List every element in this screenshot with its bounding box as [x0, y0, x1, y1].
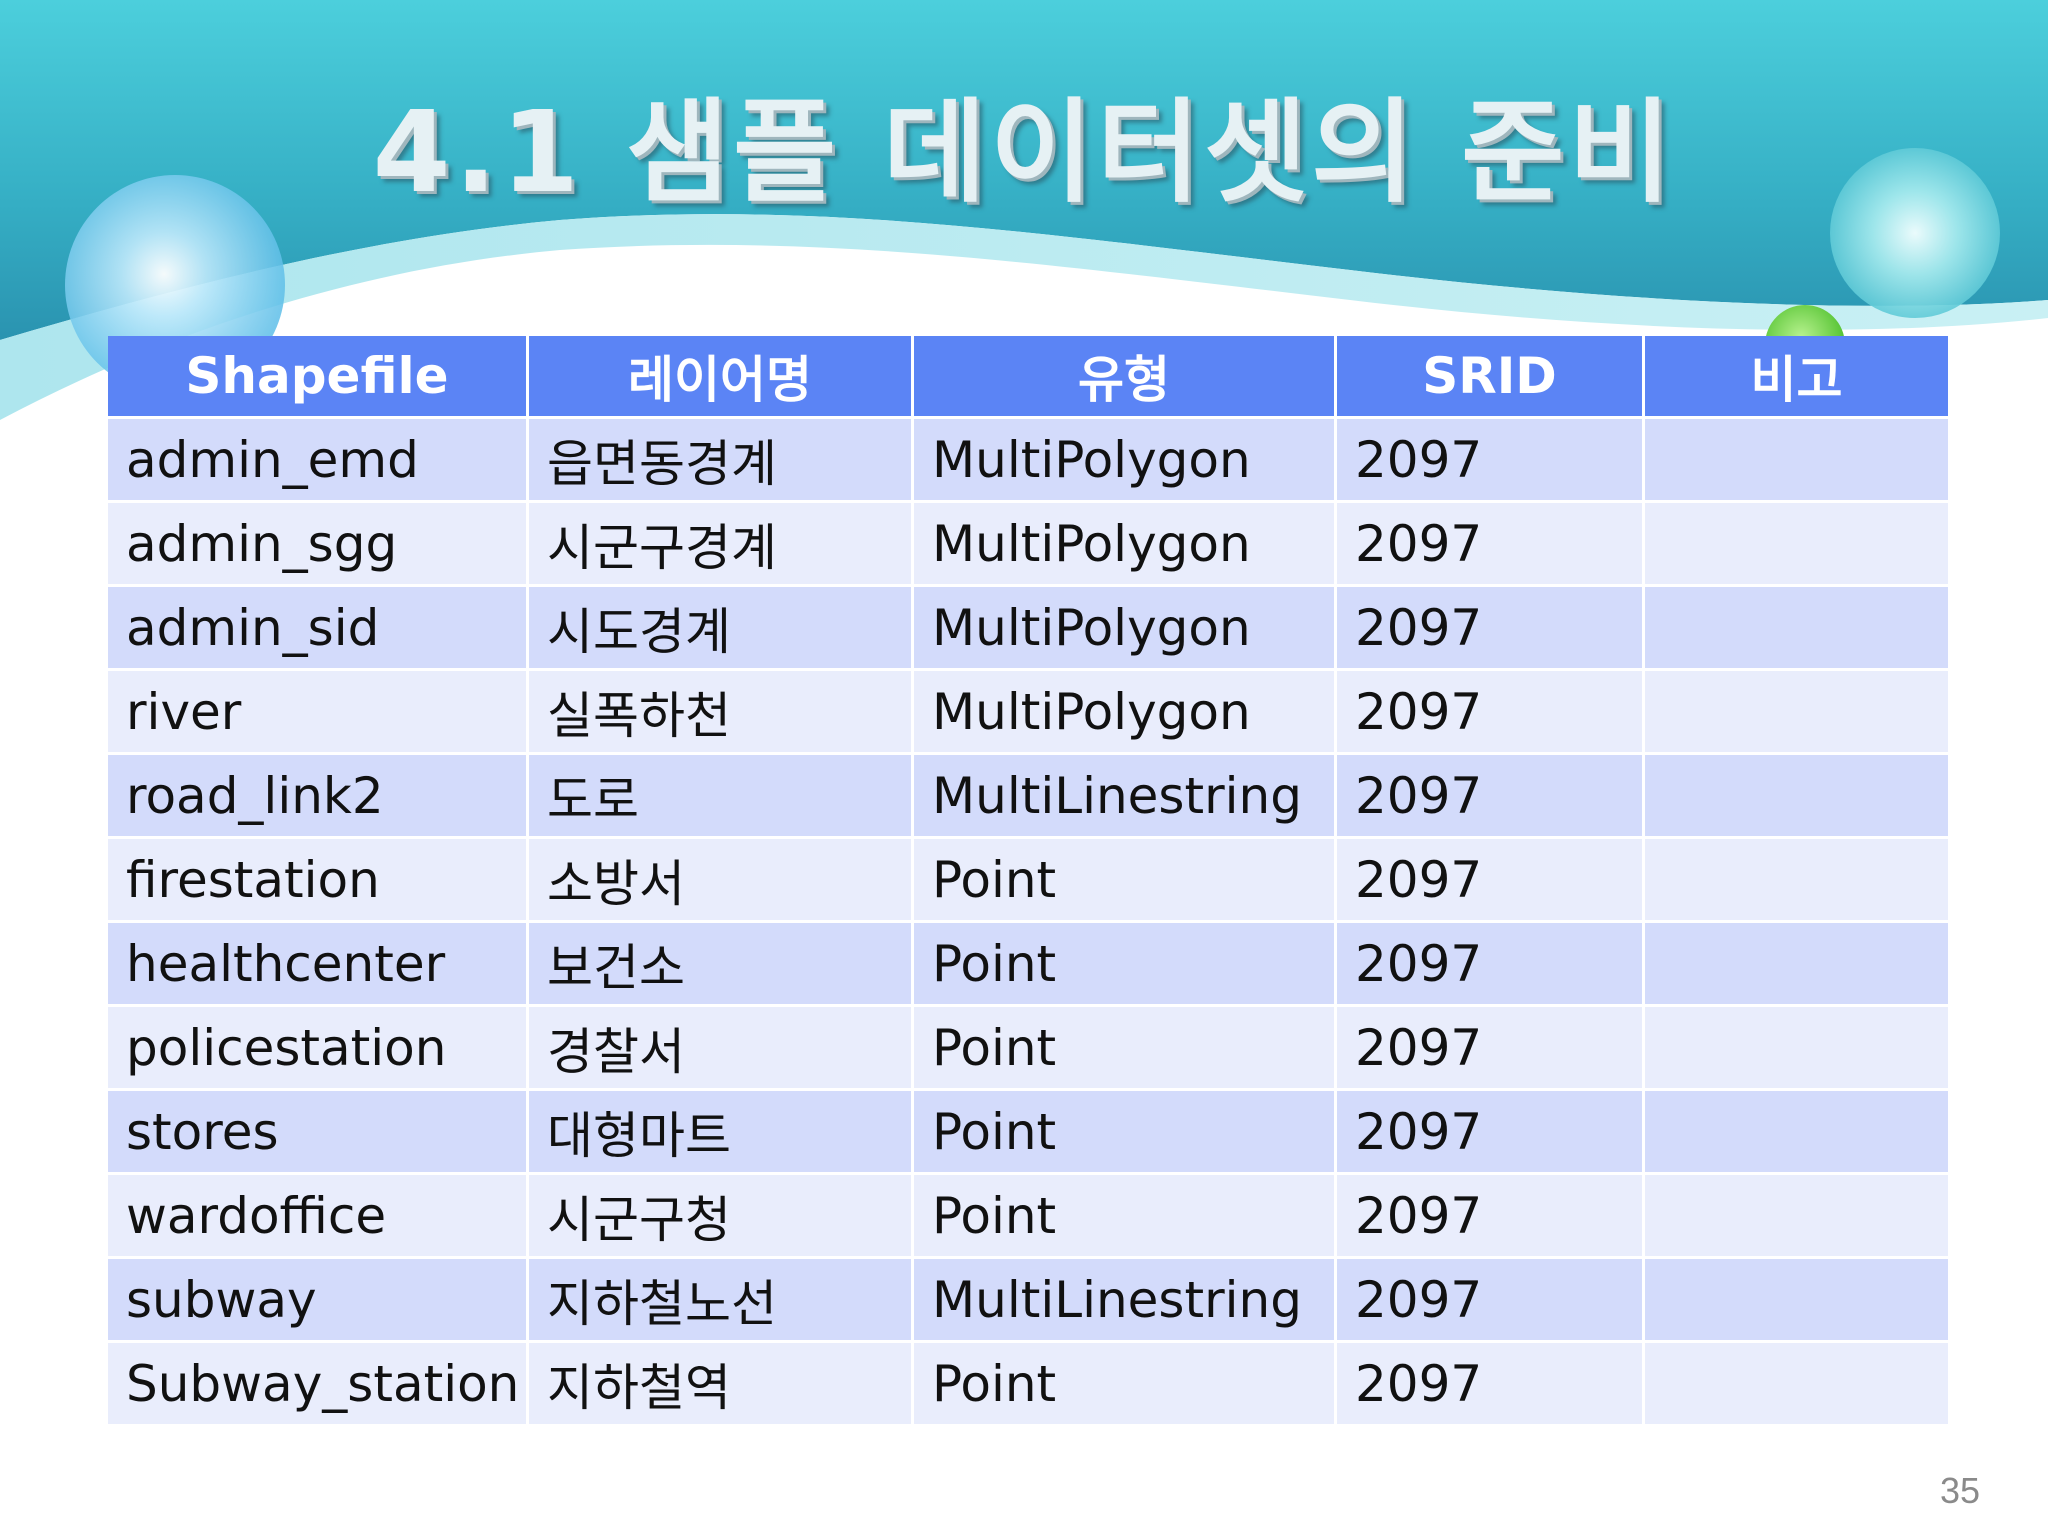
cell-shapefile: road_link2	[108, 755, 526, 836]
table-row: subway 지하철노선 MultiLinestring 2097	[108, 1259, 1948, 1340]
cell-srid: 2097	[1337, 587, 1642, 668]
cell-srid: 2097	[1337, 839, 1642, 920]
table-row: road_link2 도로 MultiLinestring 2097	[108, 755, 1948, 836]
cell-layer-name: 시도경계	[529, 587, 911, 668]
cell-note	[1645, 755, 1948, 836]
cell-type: MultiLinestring	[914, 755, 1334, 836]
cell-srid: 2097	[1337, 1175, 1642, 1256]
cell-shapefile: stores	[108, 1091, 526, 1172]
cell-type: MultiPolygon	[914, 419, 1334, 500]
page-number: 35	[1939, 1470, 1980, 1511]
cell-shapefile: admin_emd	[108, 419, 526, 500]
cell-srid: 2097	[1337, 671, 1642, 752]
cell-shapefile: firestation	[108, 839, 526, 920]
cell-srid: 2097	[1337, 1091, 1642, 1172]
cell-note	[1645, 1091, 1948, 1172]
column-header-layer-name: 레이어명	[529, 336, 911, 416]
column-header-shapefile: Shapefile	[108, 336, 526, 416]
cell-type: Point	[914, 1343, 1334, 1424]
bubble-decoration-right	[1830, 148, 2000, 318]
cell-layer-name: 지하철역	[529, 1343, 911, 1424]
cell-note	[1645, 587, 1948, 668]
cell-note	[1645, 839, 1948, 920]
table-row: admin_emd 읍면동경계 MultiPolygon 2097	[108, 419, 1948, 500]
cell-note	[1645, 503, 1948, 584]
cell-srid: 2097	[1337, 1259, 1642, 1340]
table-row: healthcenter 보건소 Point 2097	[108, 923, 1948, 1004]
table-row: policestation 경찰서 Point 2097	[108, 1007, 1948, 1088]
cell-type: MultiPolygon	[914, 671, 1334, 752]
cell-type: Point	[914, 1007, 1334, 1088]
table-row: wardoffice 시군구청 Point 2097	[108, 1175, 1948, 1256]
dataset-table: Shapefile 레이어명 유형 SRID 비고 admin_emd 읍면동경…	[105, 333, 1951, 1427]
cell-shapefile: subway	[108, 1259, 526, 1340]
cell-srid: 2097	[1337, 503, 1642, 584]
cell-note	[1645, 671, 1948, 752]
cell-type: Point	[914, 1091, 1334, 1172]
cell-type: MultiLinestring	[914, 1259, 1334, 1340]
table-row: river 실폭하천 MultiPolygon 2097	[108, 671, 1948, 752]
cell-note	[1645, 1343, 1948, 1424]
column-header-type: 유형	[914, 336, 1334, 416]
cell-layer-name: 읍면동경계	[529, 419, 911, 500]
cell-srid: 2097	[1337, 923, 1642, 1004]
table-row: admin_sgg 시군구경계 MultiPolygon 2097	[108, 503, 1948, 584]
cell-layer-name: 지하철노선	[529, 1259, 911, 1340]
cell-shapefile: admin_sid	[108, 587, 526, 668]
cell-layer-name: 보건소	[529, 923, 911, 1004]
cell-type: Point	[914, 923, 1334, 1004]
cell-type: MultiPolygon	[914, 503, 1334, 584]
cell-shapefile: Subway_station	[108, 1343, 526, 1424]
cell-shapefile: river	[108, 671, 526, 752]
table-row: firestation 소방서 Point 2097	[108, 839, 1948, 920]
cell-layer-name: 대형마트	[529, 1091, 911, 1172]
column-header-note: 비고	[1645, 336, 1948, 416]
cell-shapefile: policestation	[108, 1007, 526, 1088]
cell-srid: 2097	[1337, 1343, 1642, 1424]
cell-shapefile: healthcenter	[108, 923, 526, 1004]
cell-type: Point	[914, 1175, 1334, 1256]
cell-srid: 2097	[1337, 419, 1642, 500]
cell-shapefile: admin_sgg	[108, 503, 526, 584]
table-row: stores 대형마트 Point 2097	[108, 1091, 1948, 1172]
table-header-row: Shapefile 레이어명 유형 SRID 비고	[108, 336, 1948, 416]
cell-layer-name: 도로	[529, 755, 911, 836]
cell-shapefile: wardoffice	[108, 1175, 526, 1256]
cell-srid: 2097	[1337, 1007, 1642, 1088]
column-header-srid: SRID	[1337, 336, 1642, 416]
cell-type: MultiPolygon	[914, 587, 1334, 668]
cell-type: Point	[914, 839, 1334, 920]
cell-layer-name: 소방서	[529, 839, 911, 920]
cell-note	[1645, 923, 1948, 1004]
cell-layer-name: 시군구청	[529, 1175, 911, 1256]
slide-title: 4.1 샘플 데이터셋의 준비	[372, 88, 1676, 218]
cell-note	[1645, 1007, 1948, 1088]
table-row: Subway_station 지하철역 Point 2097	[108, 1343, 1948, 1424]
table-row: admin_sid 시도경계 MultiPolygon 2097	[108, 587, 1948, 668]
cell-note	[1645, 419, 1948, 500]
cell-note	[1645, 1259, 1948, 1340]
cell-note	[1645, 1175, 1948, 1256]
cell-layer-name: 실폭하천	[529, 671, 911, 752]
cell-srid: 2097	[1337, 755, 1642, 836]
cell-layer-name: 시군구경계	[529, 503, 911, 584]
cell-layer-name: 경찰서	[529, 1007, 911, 1088]
